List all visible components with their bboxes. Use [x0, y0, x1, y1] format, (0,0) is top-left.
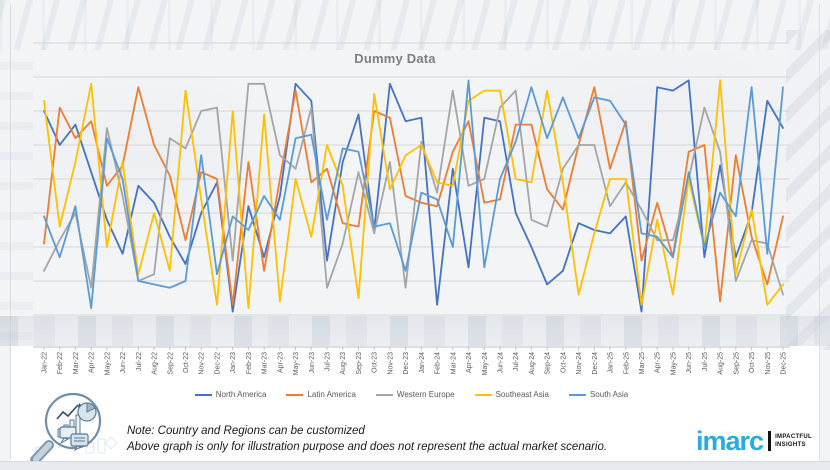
series-line-latin-america: [43, 86, 784, 306]
legend-item-south-asia: South Asia: [568, 390, 629, 399]
imarc-logo: imarc IMPACTFUL INSIGHTS: [696, 426, 812, 456]
x-axis-label: Mar-23: [262, 352, 269, 374]
x-axis-label: Jul-24: [513, 352, 520, 371]
x-axis-label: Nov-23: [387, 352, 394, 375]
legend-item-latin-america: Latin America: [286, 390, 356, 399]
x-axis-label: Jul-22: [136, 352, 143, 371]
x-axis-label: May-22: [104, 352, 111, 375]
magnifier-analytics-icon: [30, 392, 118, 465]
legend-swatch: [474, 393, 492, 396]
legend-swatch: [286, 393, 304, 396]
x-axis-label: Nov-22: [199, 352, 206, 375]
bottom-strip: [0, 461, 830, 470]
speech-bubbles-glyph: [59, 426, 89, 452]
chart-legend: North America Latin America Western Europe…: [33, 390, 790, 399]
x-axis-label: Apr-23: [277, 352, 284, 373]
x-axis-label: Jan-23: [230, 352, 237, 374]
x-axis-label: Jan-22: [42, 352, 49, 374]
x-axis-label: Jun-25: [686, 352, 693, 374]
x-axis-label: Aug-23: [340, 352, 347, 375]
x-axis-label: Jun-23: [309, 352, 316, 374]
x-axis: [33, 346, 790, 350]
x-axis-label: Jan-25: [608, 352, 615, 374]
x-axis-label: Sep-25: [733, 352, 740, 375]
x-axis-labels: Jan-22 Feb-22 Mar-22 Apr-22 May-22 Jun-22 Jul-…: [42, 352, 788, 375]
x-axis-label: Oct-25: [749, 352, 756, 373]
legend-label: South Asia: [589, 390, 629, 399]
background-photo-right: [786, 30, 830, 350]
gridlines: [33, 42, 790, 316]
x-axis-label: Feb-24: [435, 352, 442, 374]
pie-chart-glyph: [77, 402, 97, 422]
imarc-tagline-line2: INSIGHTS: [775, 442, 806, 448]
note-line-1: Note: Country and Regions can be customi…: [127, 425, 365, 437]
x-axis-label: Feb-23: [246, 352, 253, 374]
x-axis-label: Mar-22: [73, 352, 80, 374]
legend-item-southeast-asia: Southeast Asia: [474, 390, 549, 399]
series-line-north-america: [43, 79, 784, 313]
legend-label: Western Europe: [396, 390, 455, 399]
x-axis-label: Sep-24: [545, 352, 552, 375]
x-axis-label: Feb-25: [623, 352, 630, 374]
x-axis-label: Dec-22: [214, 352, 221, 375]
x-axis-label: Apr-25: [655, 352, 662, 373]
legend-label: Southeast Asia: [495, 390, 549, 399]
note-line-2: Above graph is only for illustration pur…: [127, 441, 608, 453]
x-axis-label: Dec-25: [781, 352, 788, 375]
legend-label: Latin America: [307, 390, 356, 399]
x-axis-label: Aug-24: [529, 352, 536, 375]
x-axis-label: May-24: [482, 352, 489, 375]
x-axis-label: Aug-25: [718, 352, 725, 375]
x-axis-label: Feb-22: [57, 352, 64, 374]
x-axis-label: May-25: [670, 352, 677, 375]
x-axis-label: Dec-23: [403, 352, 410, 375]
x-axis-label: Sep-22: [167, 352, 174, 375]
legend-swatch: [568, 393, 586, 396]
bottom-panel: [11, 346, 819, 462]
series-line-western-europe: [43, 82, 784, 296]
x-axis-label: Mar-24: [450, 352, 457, 374]
series-line-south-asia: [43, 79, 784, 310]
x-axis-label: Oct-23: [372, 352, 379, 373]
x-axis-label: Jun-24: [497, 352, 504, 374]
x-axis-label: Sep-23: [356, 352, 363, 375]
background-photo-top: [0, 0, 830, 50]
x-axis-label: Jul-25: [702, 352, 709, 371]
x-axis-label: Mar-25: [639, 352, 646, 374]
series-line-southeast-asia: [43, 79, 784, 310]
x-axis-label: Apr-24: [466, 352, 473, 373]
background-photo-band: [0, 316, 830, 346]
card-edge-right: [819, 4, 820, 459]
legend-label: North America: [215, 390, 267, 399]
legend-item-north-america: North America: [194, 390, 267, 399]
chart-title: Dummy Data: [354, 51, 436, 66]
x-axis-label: Oct-22: [183, 352, 190, 373]
background-photo-left: [0, 40, 33, 340]
x-axis-label: Nov-25: [765, 352, 772, 375]
imarc-logo-wordmark: imarc: [696, 426, 764, 456]
x-axis-label: Oct-24: [560, 352, 567, 373]
x-axis-label: Nov-24: [576, 352, 583, 375]
x-axis-label: Aug-22: [152, 352, 159, 375]
x-axis-label: Jan-24: [419, 352, 426, 374]
imarc-tagline-line1: IMPACTFUL: [775, 434, 812, 440]
note-text: Note: Country and Regions can be customi…: [127, 423, 607, 455]
x-axis-label: Apr-22: [89, 352, 96, 373]
card-edge-left: [10, 4, 11, 459]
legend-item-western-europe: Western Europe: [375, 390, 455, 399]
x-axis-label: Dec-24: [592, 352, 599, 375]
legend-swatch: [375, 393, 393, 396]
x-axis-label: May-23: [293, 352, 300, 375]
x-axis-label: Jun-22: [120, 352, 127, 374]
x-axis-label: Jul-23: [325, 352, 332, 371]
imarc-logo-divider: [768, 431, 772, 451]
legend-swatch: [194, 393, 212, 396]
